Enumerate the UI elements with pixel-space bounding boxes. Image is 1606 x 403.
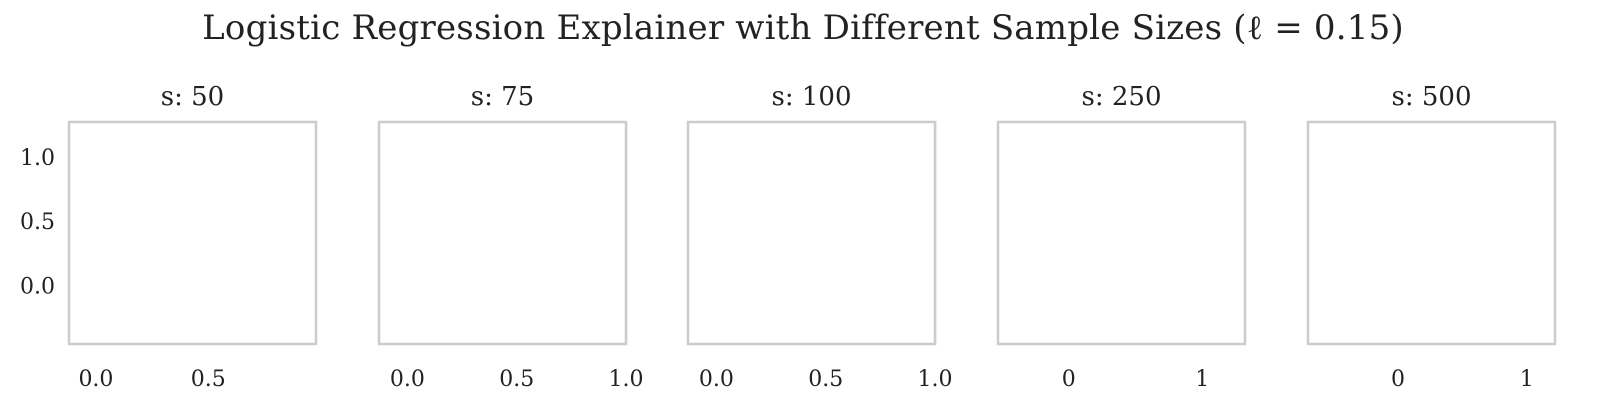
plot-frame <box>377 120 628 346</box>
x-tick-label: 0.5 <box>499 367 534 392</box>
x-tick-label: 1.0 <box>918 367 953 392</box>
x-tick-label: 1.0 <box>609 367 644 392</box>
x-tick-label: 0.5 <box>191 367 226 392</box>
y-tick-label: 1.0 <box>20 146 55 171</box>
plot-frame <box>1306 120 1557 346</box>
x-tick-label: 0.5 <box>808 367 843 392</box>
subplot-title: s: 75 <box>471 82 534 112</box>
subplot-title: s: 100 <box>772 82 852 112</box>
figure-title: Logistic Regression Explainer with Diffe… <box>202 8 1404 48</box>
plot-frame <box>996 120 1247 346</box>
subplot-title: s: 250 <box>1082 82 1162 112</box>
subplot-3: s: 100 0.0 0.5 1.0 <box>686 82 953 392</box>
subplot-1: s: 50 0.0 0.5 0.0 0.5 1.0 <box>20 82 318 392</box>
x-tick-label: 0.0 <box>699 367 734 392</box>
subplot-4: s: 250 0 1 <box>996 82 1247 392</box>
x-tick-label: 1 <box>1195 367 1209 392</box>
x-tick-label: 0.0 <box>78 367 113 392</box>
x-tick-label: 0.0 <box>390 367 425 392</box>
subplot-title: s: 500 <box>1392 82 1472 112</box>
x-tick-label: 0 <box>1062 367 1076 392</box>
y-tick-label: 0.0 <box>20 274 55 299</box>
x-tick-label: 0 <box>1391 367 1405 392</box>
subplot-2: s: 75 0.0 0.5 1.0 <box>377 82 644 392</box>
plot-frame <box>686 120 937 346</box>
subplot-title: s: 50 <box>161 82 224 112</box>
subplot-5: s: 500 0 1 <box>1306 82 1557 392</box>
x-tick-label: 1 <box>1520 367 1534 392</box>
y-tick-label: 0.5 <box>20 210 55 235</box>
plot-frame <box>67 120 318 346</box>
